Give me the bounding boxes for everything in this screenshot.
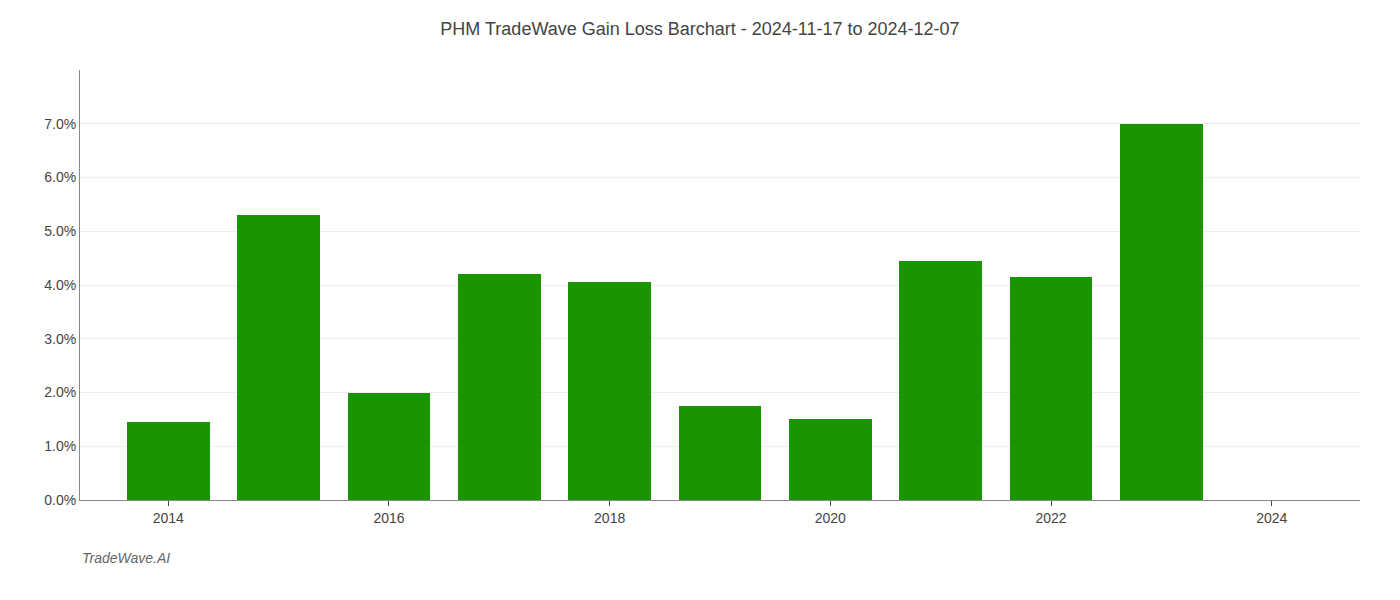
svg-text:2.0%: 2.0%	[44, 384, 76, 400]
svg-text:2022: 2022	[1035, 510, 1066, 526]
svg-text:7.0%: 7.0%	[44, 116, 76, 132]
svg-text:2024: 2024	[1256, 510, 1287, 526]
svg-text:3.0%: 3.0%	[44, 331, 76, 347]
svg-text:0.0%: 0.0%	[44, 492, 76, 508]
svg-text:5.0%: 5.0%	[44, 223, 76, 239]
svg-text:4.0%: 4.0%	[44, 277, 76, 293]
svg-text:6.0%: 6.0%	[44, 169, 76, 185]
svg-text:1.0%: 1.0%	[44, 438, 76, 454]
svg-text:2014: 2014	[153, 510, 184, 526]
svg-text:TradeWave.AI: TradeWave.AI	[82, 550, 170, 566]
svg-text:2016: 2016	[373, 510, 404, 526]
svg-text:PHM TradeWave Gain Loss Barcha: PHM TradeWave Gain Loss Barchart - 2024-…	[440, 19, 959, 39]
svg-text:2020: 2020	[815, 510, 846, 526]
svg-text:2018: 2018	[594, 510, 625, 526]
